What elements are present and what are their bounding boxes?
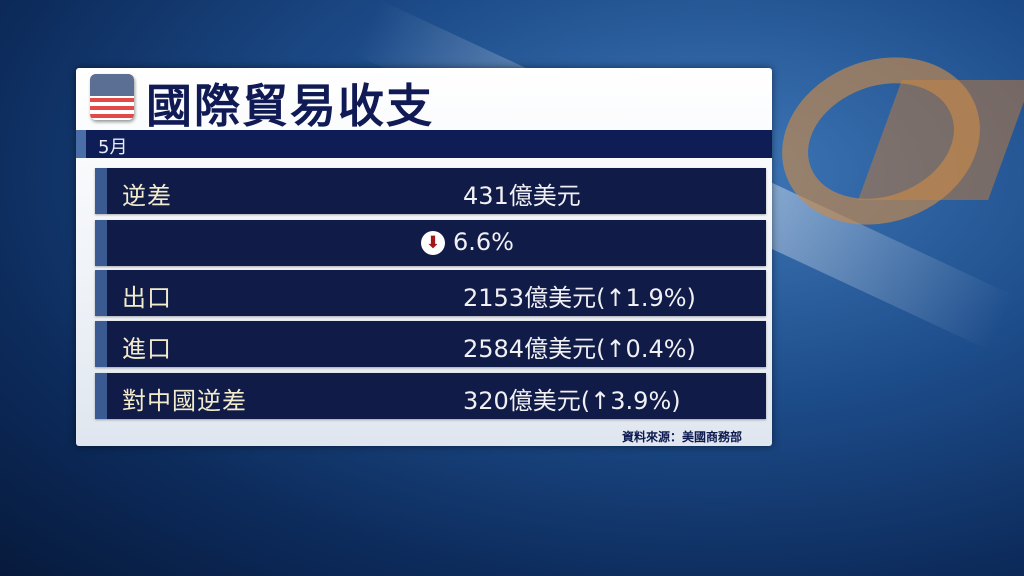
row-value: 431億美元 xyxy=(463,182,581,210)
period-bar: 5月 xyxy=(76,130,772,158)
source-note: 資料來源：美國商務部 xyxy=(621,430,742,444)
row-label: 出口 xyxy=(122,284,172,312)
row-value: 2153億美元(↑1.9%) xyxy=(463,284,696,312)
background-logo-ring xyxy=(758,30,1004,252)
table-row: 出口 2153億美元(↑1.9%) xyxy=(95,270,766,316)
down-arrow-icon: ⬇ xyxy=(421,231,445,255)
table-row: ⬇ 6.6% xyxy=(95,220,766,266)
table-row: 對中國逆差 320億美元(↑3.9%) xyxy=(95,373,766,419)
row-value: 320億美元(↑3.9%) xyxy=(463,387,681,415)
trade-balance-panel: 國際貿易收支 5月 逆差 431億美元 ⬇ 6.6% 出口 2153億美元(↑1.… xyxy=(76,68,772,446)
page-title: 國際貿易收支 xyxy=(146,79,434,133)
row-value-wrap: ⬇ 6.6% xyxy=(421,228,514,256)
row-value: 2584億美元(↑0.4%) xyxy=(463,335,696,363)
row-label: 進口 xyxy=(122,335,172,363)
row-label: 對中國逆差 xyxy=(122,387,247,415)
row-value: 6.6% xyxy=(453,228,514,256)
us-flag-icon xyxy=(90,74,134,120)
table-row: 逆差 431億美元 xyxy=(95,168,766,214)
background-decoration xyxy=(858,80,1024,200)
period-label: 5月 xyxy=(98,137,128,158)
row-label: 逆差 xyxy=(122,182,172,210)
table-row: 進口 2584億美元(↑0.4%) xyxy=(95,321,766,367)
